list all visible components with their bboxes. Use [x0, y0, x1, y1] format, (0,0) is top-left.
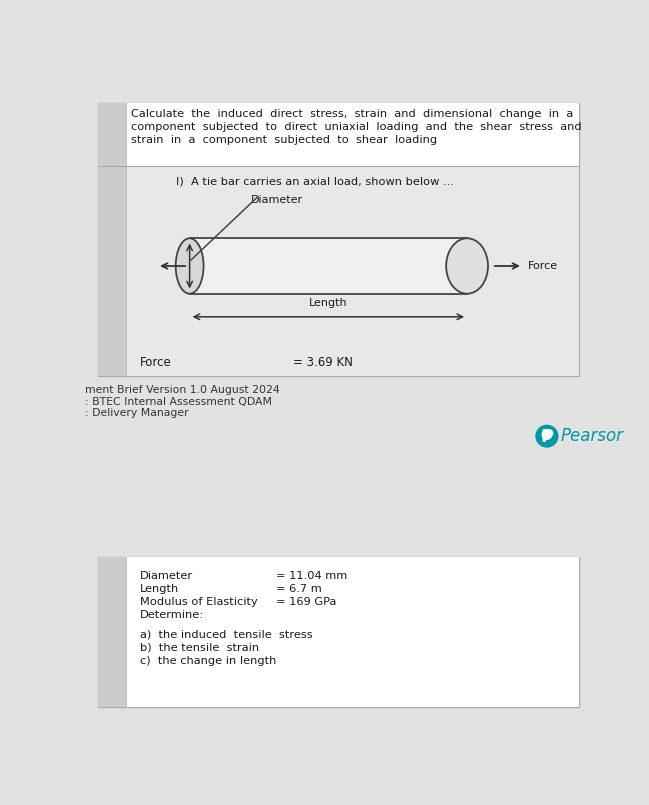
Text: = 169 GPa: = 169 GPa: [276, 597, 336, 607]
Text: I)  A tie bar carries an axial load, shown below ...: I) A tie bar carries an axial load, show…: [177, 176, 454, 187]
Text: Force: Force: [140, 356, 172, 369]
Bar: [98, 103, 579, 376]
Bar: [98, 557, 579, 708]
Text: Length: Length: [140, 584, 179, 594]
Text: Modulus of Elasticity: Modulus of Elasticity: [140, 597, 258, 607]
Text: : Delivery Manager: : Delivery Manager: [85, 408, 189, 419]
Text: Diameter: Diameter: [140, 571, 193, 581]
Text: = 11.04 mm: = 11.04 mm: [276, 571, 347, 581]
Text: Determine:: Determine:: [140, 610, 204, 620]
Text: Force: Force: [528, 261, 557, 271]
Circle shape: [543, 430, 552, 440]
Text: : BTEC Internal Assessment QDAM: : BTEC Internal Assessment QDAM: [85, 397, 272, 407]
Text: a)  the induced  tensile  stress: a) the induced tensile stress: [140, 630, 313, 639]
Bar: [126, 103, 579, 166]
Text: b)  the tensile  strain: b) the tensile strain: [140, 642, 259, 653]
Text: = 6.7 m: = 6.7 m: [276, 584, 321, 594]
Text: Pearsor: Pearsor: [561, 427, 624, 445]
Bar: [98, 557, 126, 708]
Bar: [98, 103, 126, 376]
Text: strain  in  a  component  subjected  to  shear  loading: strain in a component subjected to shear…: [130, 135, 437, 145]
Ellipse shape: [446, 238, 488, 294]
Circle shape: [536, 425, 557, 447]
Bar: [126, 557, 579, 708]
Text: P: P: [541, 428, 554, 446]
Text: c)  the change in length: c) the change in length: [140, 655, 276, 666]
Ellipse shape: [176, 238, 204, 294]
Text: ment Brief Version 1.0 August 2024: ment Brief Version 1.0 August 2024: [85, 386, 280, 395]
Text: Length: Length: [309, 298, 348, 308]
Text: = 3.69 KN: = 3.69 KN: [293, 356, 352, 369]
Text: Diameter: Diameter: [251, 195, 303, 205]
Bar: [190, 238, 467, 294]
Bar: [126, 166, 579, 376]
Text: component  subjected  to  direct  uniaxial  loading  and  the  shear  stress  an: component subjected to direct uniaxial l…: [130, 122, 582, 132]
Text: Calculate  the  induced  direct  stress,  strain  and  dimensional  change  in  : Calculate the induced direct stress, str…: [130, 109, 573, 119]
